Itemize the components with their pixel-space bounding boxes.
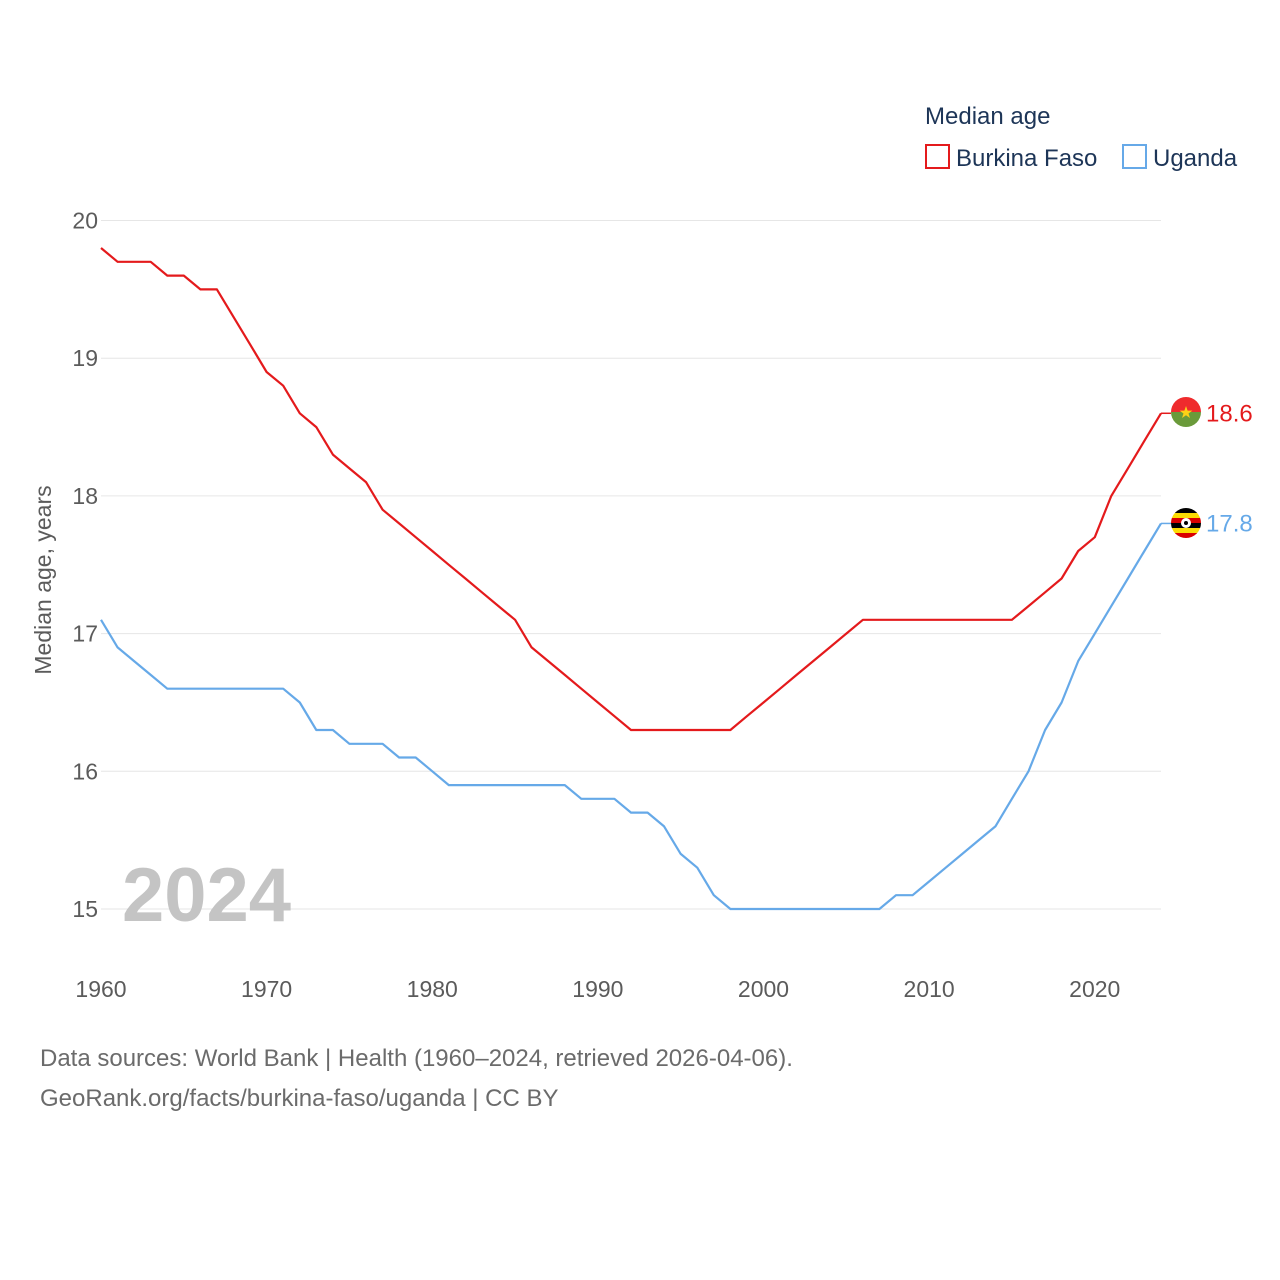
- legend-swatch-burkina-faso[interactable]: [925, 144, 950, 169]
- legend-swatch-uganda[interactable]: [1122, 144, 1147, 169]
- x-tick-label: 2000: [738, 976, 789, 1002]
- series-end-markers: 18.6 17.8: [1161, 400, 1253, 537]
- x-tick-label: 1990: [572, 976, 623, 1002]
- y-tick-label: 15: [72, 896, 98, 922]
- y-tick-label: 20: [72, 208, 98, 234]
- x-tick-label: 2010: [904, 976, 955, 1002]
- y-tick-label: 17: [72, 621, 98, 647]
- legend-title: Median age: [925, 103, 1050, 130]
- legend-label-burkina-faso[interactable]: Burkina Faso: [956, 145, 1097, 172]
- x-axis-ticks: 1960 1970 1980 1990 2000 2010 2020: [75, 976, 1120, 1002]
- x-tick-label: 2020: [1069, 976, 1120, 1002]
- x-tick-label: 1960: [75, 976, 126, 1002]
- y-tick-label: 19: [72, 345, 98, 371]
- series-lines: [100, 247, 1162, 911]
- data-source-note: Data sources: World Bank | Health (1960–…: [40, 1045, 793, 1072]
- year-watermark: 2024: [122, 853, 291, 938]
- uganda-flag-icon: [1171, 508, 1201, 538]
- grid-lines: [101, 220, 1161, 910]
- end-value-burkina-faso: 18.6: [1206, 400, 1253, 427]
- legend-label-uganda[interactable]: Uganda: [1153, 145, 1238, 172]
- series-line-uganda[interactable]: [100, 522, 1162, 911]
- x-tick-label: 1980: [407, 976, 458, 1002]
- y-tick-label: 18: [72, 483, 98, 509]
- attribution-link[interactable]: GeoRank.org/facts/burkina-faso/uganda | …: [40, 1085, 559, 1112]
- y-axis-title: Median age, years: [30, 485, 56, 674]
- x-tick-label: 1970: [241, 976, 292, 1002]
- legend: Median age Burkina Faso Uganda: [925, 103, 1238, 172]
- y-tick-label: 16: [72, 758, 98, 784]
- burkina-faso-flag-icon: [1171, 397, 1201, 427]
- y-axis-ticks: 15 16 17 18 19 20: [72, 208, 98, 923]
- series-line-burkina-faso[interactable]: [100, 247, 1162, 732]
- end-value-uganda: 17.8: [1206, 510, 1253, 537]
